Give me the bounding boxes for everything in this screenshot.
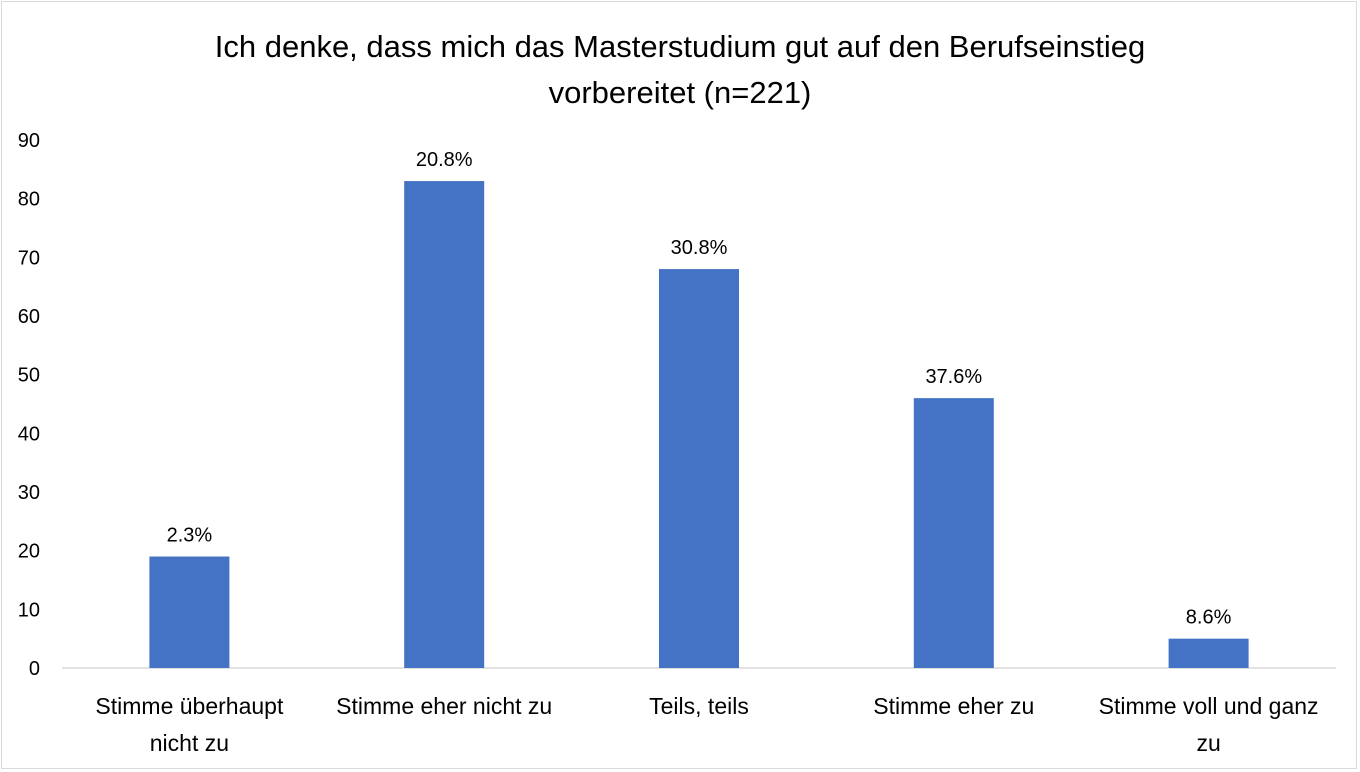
x-category-label: Stimme voll und ganz: [1099, 693, 1319, 719]
y-tick-label: 70: [18, 247, 40, 269]
y-tick-label: 0: [29, 658, 40, 680]
x-category-label: Stimme überhaupt: [95, 693, 284, 719]
x-category-label: zu: [1196, 730, 1220, 756]
y-tick-label: 20: [18, 541, 40, 563]
y-tick-label: 60: [18, 306, 40, 328]
x-category-label: Stimme eher zu: [873, 693, 1034, 719]
x-category-label: Teils, teils: [649, 693, 749, 719]
chart-title-line-2: vorbereitet (n=221): [548, 75, 812, 110]
y-tick-label: 30: [18, 482, 40, 504]
data-label: 37.6%: [925, 366, 982, 388]
y-tick-label: 90: [18, 130, 40, 152]
bar: [404, 181, 485, 669]
chart-title: Ich denke, dass mich das Masterstudium g…: [140, 24, 1220, 116]
bar: [149, 556, 230, 668]
x-category-label: nicht zu: [150, 730, 229, 756]
y-tick-label: 10: [18, 599, 40, 621]
y-tick-label: 80: [18, 189, 40, 211]
y-tick-label: 40: [18, 423, 40, 445]
data-label: 8.6%: [1186, 607, 1232, 629]
data-label: 2.3%: [167, 525, 213, 547]
chart-title-line-1: Ich denke, dass mich das Masterstudium g…: [214, 29, 1146, 64]
bar: [659, 269, 739, 668]
y-tick-label: 50: [18, 365, 40, 387]
x-category-label: Stimme eher nicht zu: [336, 693, 552, 719]
data-label: 20.8%: [416, 149, 473, 171]
bar: [913, 398, 994, 668]
bar: [1168, 638, 1249, 668]
data-label: 30.8%: [671, 237, 728, 259]
